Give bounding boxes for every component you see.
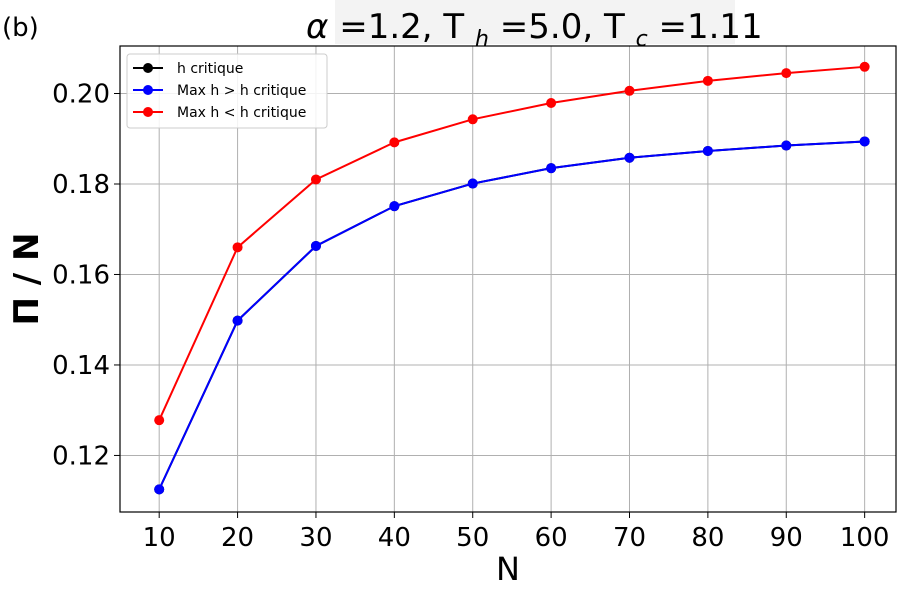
legend-label: Max h < h critique <box>177 105 306 121</box>
title-tc-value: =1.11 <box>658 7 762 47</box>
data-point <box>546 163 557 174</box>
legend-label: Max h > h critique <box>177 83 306 99</box>
series <box>154 61 870 495</box>
data-point <box>467 114 478 125</box>
data-point <box>467 178 478 189</box>
x-axis-title: N <box>496 550 520 588</box>
series-line <box>158 140 865 490</box>
legend: h critique Max h > h critique Max h < h cr… <box>126 53 328 129</box>
series-line <box>158 140 865 490</box>
data-point <box>859 61 870 72</box>
series-line <box>158 65 865 421</box>
x-tick-label: 100 <box>840 523 890 553</box>
chart-title: α =1.2, T h =5.0, T c =1.11 <box>306 0 763 55</box>
data-point <box>781 68 792 79</box>
data-point <box>389 201 400 212</box>
legend-marker <box>143 85 153 95</box>
legend-entry: Max h < h critique <box>133 105 306 121</box>
data-point <box>232 315 243 326</box>
x-tick-label: 50 <box>456 523 489 553</box>
data-point <box>310 240 321 251</box>
y-axis-title: Π / N <box>7 232 47 325</box>
data-point <box>154 415 165 426</box>
x-axis-ticks: 10 20 30 40 50 60 70 80 90 100 <box>143 512 890 553</box>
x-tick-label: 80 <box>691 523 724 553</box>
title-alpha-symbol: α <box>306 7 328 47</box>
legend-entry: Max h > h critique <box>133 83 306 99</box>
series-3 <box>154 61 870 426</box>
x-tick-label: 20 <box>221 523 254 553</box>
data-point <box>154 484 165 495</box>
data-point <box>702 145 713 156</box>
legend-box <box>126 53 328 129</box>
data-point <box>310 174 321 185</box>
data-point <box>624 85 635 96</box>
data-point <box>232 242 243 253</box>
title-th-value: =5.0, <box>500 7 593 47</box>
x-tick-label: 40 <box>378 523 411 553</box>
legend-marker <box>143 107 153 117</box>
title-alpha-value: =1.2, <box>339 7 432 47</box>
plot-frame <box>119 45 897 513</box>
panel-tag: (b) <box>2 13 39 43</box>
title-tc-main: T <box>603 7 625 47</box>
data-point <box>859 136 870 147</box>
y-tick-label: 0.14 <box>52 351 110 381</box>
x-tick-label: 90 <box>770 523 803 553</box>
y-tick-label: 0.18 <box>52 170 110 200</box>
series-2 <box>154 136 870 495</box>
x-tick-label: 70 <box>613 523 646 553</box>
y-tick-label: 0.12 <box>52 441 110 471</box>
title-tc-sub: c <box>636 27 648 52</box>
title-th-main: T <box>442 7 464 47</box>
data-point <box>389 137 400 148</box>
data-point <box>781 140 792 151</box>
legend-marker <box>143 63 153 73</box>
title-th-sub: h <box>475 27 489 52</box>
x-tick-label: 60 <box>535 523 568 553</box>
data-point <box>624 152 635 163</box>
y-tick-label: 0.16 <box>52 260 110 290</box>
legend-label: h critique <box>177 61 243 77</box>
x-tick-label: 30 <box>299 523 332 553</box>
x-tick-label: 10 <box>143 523 176 553</box>
series-1 <box>154 136 870 495</box>
svg-text:α =1.2, T h: α =1.2, T h =5.0, T c =1.11 <box>306 7 763 55</box>
data-point <box>702 75 713 86</box>
y-axis-ticks: 0.12 0.14 0.16 0.18 0.20 <box>52 80 120 471</box>
legend-entry: h critique <box>133 61 243 77</box>
y-tick-label: 0.20 <box>52 80 110 110</box>
data-point <box>546 98 557 109</box>
